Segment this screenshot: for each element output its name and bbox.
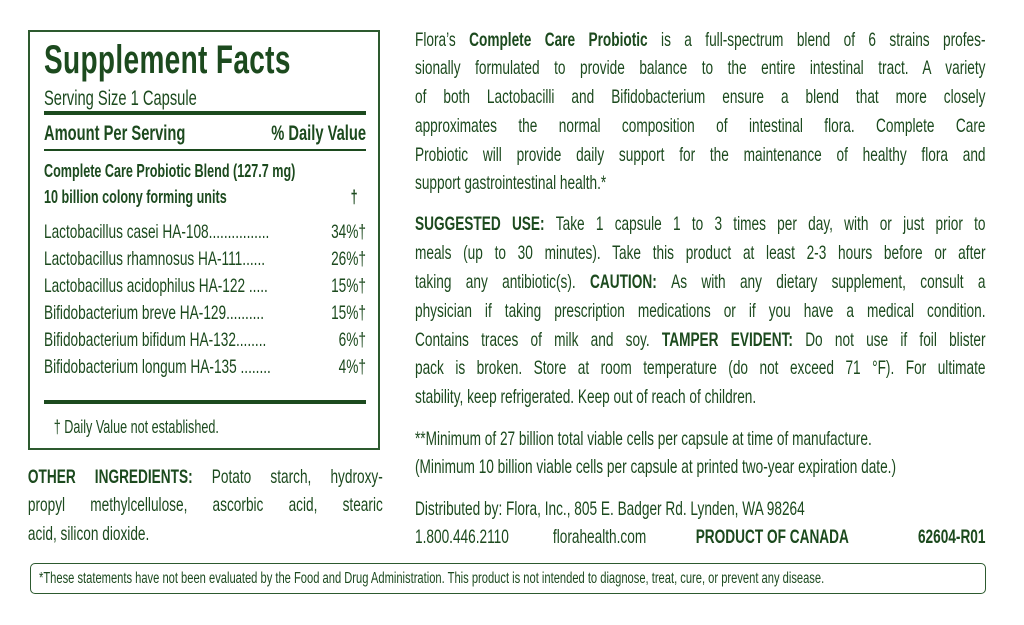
blend-name: Complete Care Probiotic Blend (127.7 mg) [44, 161, 296, 181]
daily-value-header: % Daily Value [271, 122, 366, 145]
text-segment: (Minimum 10 billion viable cells per cap… [415, 456, 897, 478]
strain-daily-value: 6%† [338, 329, 366, 351]
right-column: Flora’s Complete Care Probiotic is a ful… [415, 0, 986, 625]
bold-label: CAUTION: [590, 271, 672, 293]
strain-daily-value: 4%† [338, 356, 366, 378]
viable-cells-line: (Minimum 10 billion viable cells per cap… [415, 456, 986, 478]
distributor-line: Distributed by: Flora, Inc., 805 E. Badg… [415, 498, 805, 520]
facts-title: Supplement Facts [44, 38, 291, 82]
usage-line: physician if taking prescription medicat… [415, 300, 986, 322]
text-segment: Take 1 capsule 1 to 3 times per day, wit… [555, 213, 986, 235]
text-segment: propyl methylcellulose, ascorbic acid, s… [27, 494, 383, 516]
usage-line: meals (up to 30 minutes). Take this prod… [415, 242, 986, 264]
strain-name: Bifidobacterium bifidum HA-132........ [44, 329, 267, 351]
fda-disclaimer-box: *These statements have not been evaluate… [30, 563, 986, 594]
strain-daily-value: 15%† [331, 302, 366, 324]
bold-label: TAMPER EVIDENT: [661, 329, 806, 351]
description-line: support gastrointestinal health.* [415, 172, 986, 194]
thick-divider [44, 111, 366, 115]
text-segment: taking any antibiotic(s). [415, 271, 591, 293]
strain-name: Lactobacillus casei HA-108..............… [44, 221, 270, 243]
text-segment: Potato starch, hydroxy- [211, 466, 383, 488]
text-segment: of both Lactobacilli and Bifidobacterium… [415, 86, 986, 108]
product-origin: PRODUCT OF CANADA [695, 526, 849, 548]
text-segment: meals (up to 30 minutes). Take this prod… [415, 242, 986, 264]
serving-size: Serving Size 1 Capsule [44, 87, 197, 110]
description-line: Probiotic will provide daily support for… [415, 144, 986, 166]
bold-label: Complete Care Probiotic [469, 29, 648, 51]
text-segment: stability, keep refrigerated. Keep out o… [415, 386, 757, 408]
fda-disclaimer: *These statements have not been evaluate… [39, 570, 825, 587]
strain-daily-value: 26%† [331, 248, 366, 270]
strain-daily-value: 15%† [331, 275, 366, 297]
description-line: of both Lactobacilli and Bifidobacterium… [415, 86, 986, 108]
text-segment: As with any dietary supplement, consult … [671, 271, 986, 293]
text-segment: approximates the normal composition of i… [415, 115, 986, 137]
strain-name: Bifidobacterium longum HA-135 ........ [44, 356, 271, 378]
facts-footnote: † Daily Value not established. [53, 417, 219, 437]
viable-cells-line: **Minimum of 27 billion total viable cel… [415, 428, 986, 450]
usage-line: pack is broken. Store at room temperatur… [415, 357, 986, 379]
strain-daily-value: 34%† [331, 221, 366, 243]
text-segment: pack is broken. Store at room temperatur… [415, 357, 986, 379]
strain-name: Lactobacillus rhamnosus HA-111...... [44, 248, 266, 270]
usage-line: SUGGESTED USE: Take 1 capsule 1 to 3 tim… [415, 213, 986, 235]
text-segment: Contains traces of milk and soy. [415, 329, 662, 351]
website-link[interactable]: florahealth.com [552, 526, 647, 548]
description-line: sionally formulated to provide balance t… [415, 57, 986, 79]
left-column: Supplement Facts Serving Size 1 Capsule … [28, 0, 383, 625]
strain-name: Bifidobacterium breve HA-129.......... [44, 302, 265, 324]
amount-per-serving-header: Amount Per Serving [44, 122, 186, 145]
text-segment: **Minimum of 27 billion total viable cel… [415, 428, 872, 450]
description-line: Flora’s Complete Care Probiotic is a ful… [415, 29, 986, 51]
text-segment: support gastrointestinal health.* [415, 172, 607, 194]
thick-divider [44, 400, 366, 404]
other-ingredients-line: propyl methylcellulose, ascorbic acid, s… [27, 494, 383, 516]
text-segment: is a full-spectrum blend of 6 strains pr… [647, 29, 986, 51]
text-segment: Do not use if foil blister [805, 329, 986, 351]
text-segment: Flora’s [415, 29, 470, 51]
other-ingredients-line: OTHER INGREDIENTS: Potato starch, hydrox… [27, 466, 383, 488]
usage-line: taking any antibiotic(s). CAUTION: As wi… [415, 271, 986, 293]
blend-dv: † [350, 187, 358, 207]
usage-line: Contains traces of milk and soy. TAMPER … [415, 329, 986, 351]
bold-label: OTHER INGREDIENTS: [27, 466, 212, 488]
phone-number: 1.800.446.2110 [415, 526, 509, 548]
strain-name: Lactobacillus acidophilus HA-122 ..... [44, 275, 268, 297]
description-line: approximates the normal composition of i… [415, 115, 986, 137]
text-segment: Probiotic will provide daily support for… [415, 144, 986, 166]
blend-units: 10 billion colony forming units [44, 187, 227, 207]
text-segment: acid, silicon dioxide. [27, 523, 150, 545]
other-ingredients-line: acid, silicon dioxide. [27, 523, 383, 545]
supplement-facts-panel [28, 30, 380, 450]
usage-line: stability, keep refrigerated. Keep out o… [415, 386, 986, 408]
thin-divider [44, 149, 366, 151]
bold-label: SUGGESTED USE: [415, 213, 556, 235]
text-segment: physician if taking prescription medicat… [415, 300, 986, 322]
text-segment: sionally formulated to provide balance t… [415, 57, 986, 79]
product-code: 62604-R01 [917, 526, 986, 548]
